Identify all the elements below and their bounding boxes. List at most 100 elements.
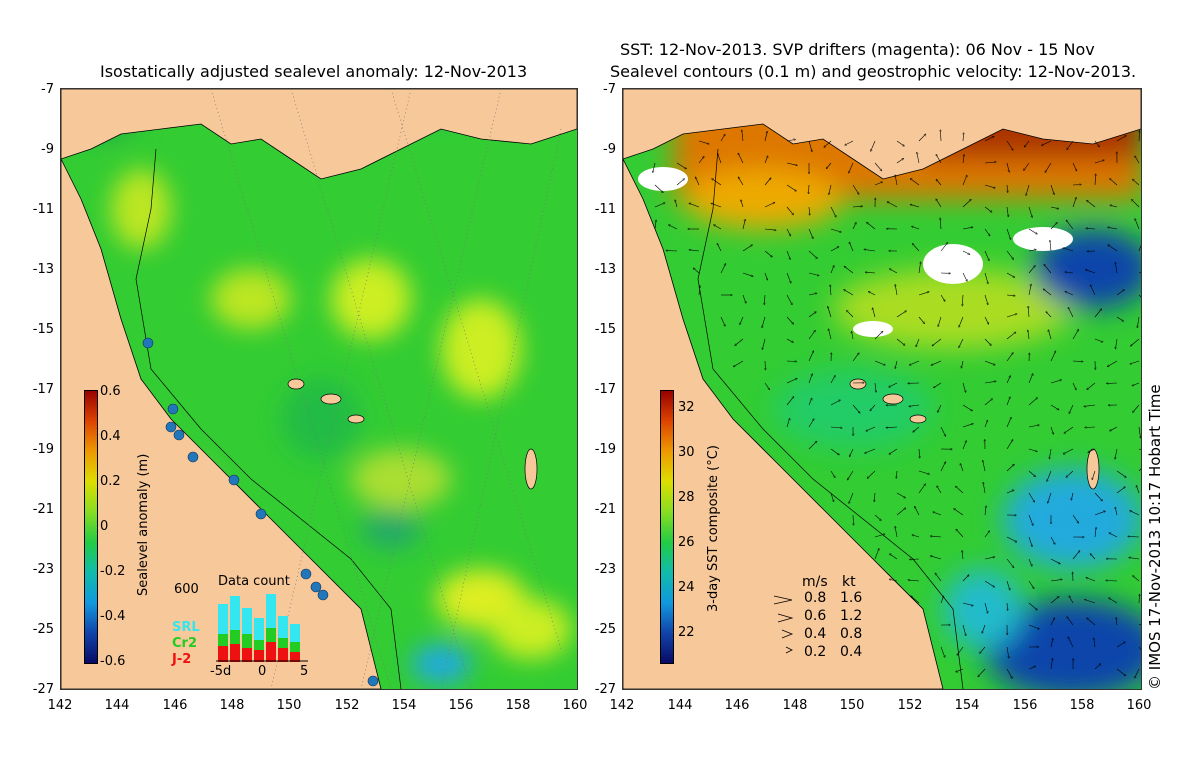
velocity-arrow	[866, 426, 876, 431]
lat-tick: -17	[594, 382, 616, 397]
velocity-arrow	[1050, 618, 1055, 626]
lon-tick: 142	[609, 698, 635, 713]
velocity-arrow	[896, 470, 897, 478]
velocity-arrow	[984, 602, 988, 613]
velocity-arrow	[962, 227, 973, 230]
velocity-arrow	[867, 470, 876, 478]
data-count-title: Data count	[218, 574, 290, 589]
velocity-arrow	[741, 200, 744, 208]
velocity-arrow	[962, 294, 963, 306]
sst-colorbar-tick: 22	[678, 625, 695, 640]
velocity-arrow	[1024, 140, 1030, 147]
sst-colorbar-label: 3-day SST composite (°C)	[706, 445, 721, 612]
lat-tick: -11	[594, 202, 616, 217]
velocity-arrow	[931, 360, 942, 365]
velocity-arrow	[895, 285, 898, 296]
velocity-arrow	[1044, 289, 1052, 296]
velocity-arrow	[962, 424, 973, 428]
velocity-arrow	[1135, 156, 1140, 164]
velocity-arrow	[742, 272, 753, 276]
velocity-arrow	[824, 140, 832, 147]
velocity-arrow	[1128, 536, 1140, 537]
velocity-arrow	[717, 244, 722, 252]
velocity-arrow	[895, 360, 898, 368]
velocity-arrow	[849, 242, 854, 252]
velocity-arrow	[786, 397, 794, 406]
velocity-arrow	[1067, 140, 1074, 150]
velocity-arrow	[1072, 162, 1077, 171]
velocity-arrow	[742, 294, 746, 303]
lat-tick: -19	[594, 442, 616, 457]
velocity-arrow	[1135, 668, 1140, 678]
lat-tick: -11	[32, 202, 54, 217]
velocity-arrow	[714, 225, 722, 230]
lon-tick: 146	[724, 698, 750, 713]
velocity-arrow	[1116, 668, 1126, 676]
velocity-arrow	[956, 529, 964, 538]
velocity-arrow	[808, 419, 814, 428]
velocity-arrow	[786, 338, 793, 342]
data-count-histogram	[216, 594, 308, 662]
velocity-arrow	[910, 360, 920, 365]
legend-srl: SRL	[172, 620, 200, 635]
velocity-arrow	[1069, 596, 1074, 604]
velocity-arrow	[889, 382, 898, 387]
velocity-arrow	[908, 580, 920, 582]
velocity-arrow	[984, 250, 989, 261]
velocity-arrow	[1086, 578, 1096, 582]
velocity-arrow	[1065, 272, 1074, 273]
velocity-arrow	[1028, 206, 1032, 217]
velocity-arrow	[698, 157, 704, 164]
velocity-arrow	[1095, 528, 1096, 538]
velocity-arrow	[1044, 265, 1052, 274]
velocity-arrow	[890, 269, 898, 274]
velocity-arrow	[1024, 162, 1030, 170]
velocity-arrow	[1026, 184, 1030, 195]
velocity-arrow	[1006, 295, 1015, 296]
velocity-legend-ms: 0.8	[804, 590, 827, 606]
velocity-arrow	[847, 311, 854, 318]
lon-tick: 146	[162, 698, 188, 713]
velocity-arrow	[1094, 140, 1099, 147]
velocity-arrow	[940, 462, 946, 472]
velocity-arrow	[830, 266, 834, 274]
velocity-arrow	[1115, 262, 1118, 274]
left-map-panel[interactable]	[60, 88, 578, 690]
lat-tick: -25	[594, 622, 616, 637]
velocity-arrow	[896, 311, 906, 318]
velocity-arrow	[808, 293, 817, 296]
lat-tick: -13	[594, 262, 616, 277]
velocity-arrow	[1028, 666, 1036, 670]
velocity-arrow	[1006, 580, 1010, 590]
velocity-arrow	[1108, 227, 1118, 230]
velocity-arrow	[865, 448, 876, 453]
velocity-arrow	[1138, 242, 1141, 252]
velocity-arrow	[711, 203, 722, 208]
right-map-panel[interactable]	[622, 88, 1142, 690]
lat-tick: -7	[41, 82, 54, 97]
velocity-arrow	[1094, 309, 1102, 318]
velocity-arrow	[933, 512, 942, 516]
lat-tick: -15	[594, 322, 616, 337]
lat-tick: -21	[32, 502, 54, 517]
velocity-arrow	[1138, 468, 1141, 472]
velocity-arrow	[1050, 659, 1053, 670]
velocity-arrow	[895, 175, 898, 186]
velocity-arrow	[1050, 426, 1053, 434]
velocity-arrow	[1116, 316, 1123, 321]
lat-tick: -23	[594, 562, 616, 577]
imos-credit: © IMOS 17-Nov-2013 10:17 Hobart Time	[1146, 384, 1164, 690]
velocity-arrow	[1138, 623, 1141, 626]
velocity-arrow	[956, 486, 964, 494]
velocity-arrow	[896, 338, 905, 345]
velocity-arrow	[1138, 294, 1141, 298]
velocity-arrow	[1028, 306, 1029, 318]
velocity-arrow	[936, 155, 942, 164]
velocity-arrow	[693, 268, 700, 274]
velocity-arrow	[1028, 624, 1039, 629]
velocity-arrow	[1028, 492, 1034, 502]
velocity-arrow	[983, 460, 986, 472]
sealevel-colorbar-tick: 0	[100, 519, 109, 534]
velocity-arrow	[984, 381, 996, 384]
velocity-arrow	[764, 156, 768, 164]
